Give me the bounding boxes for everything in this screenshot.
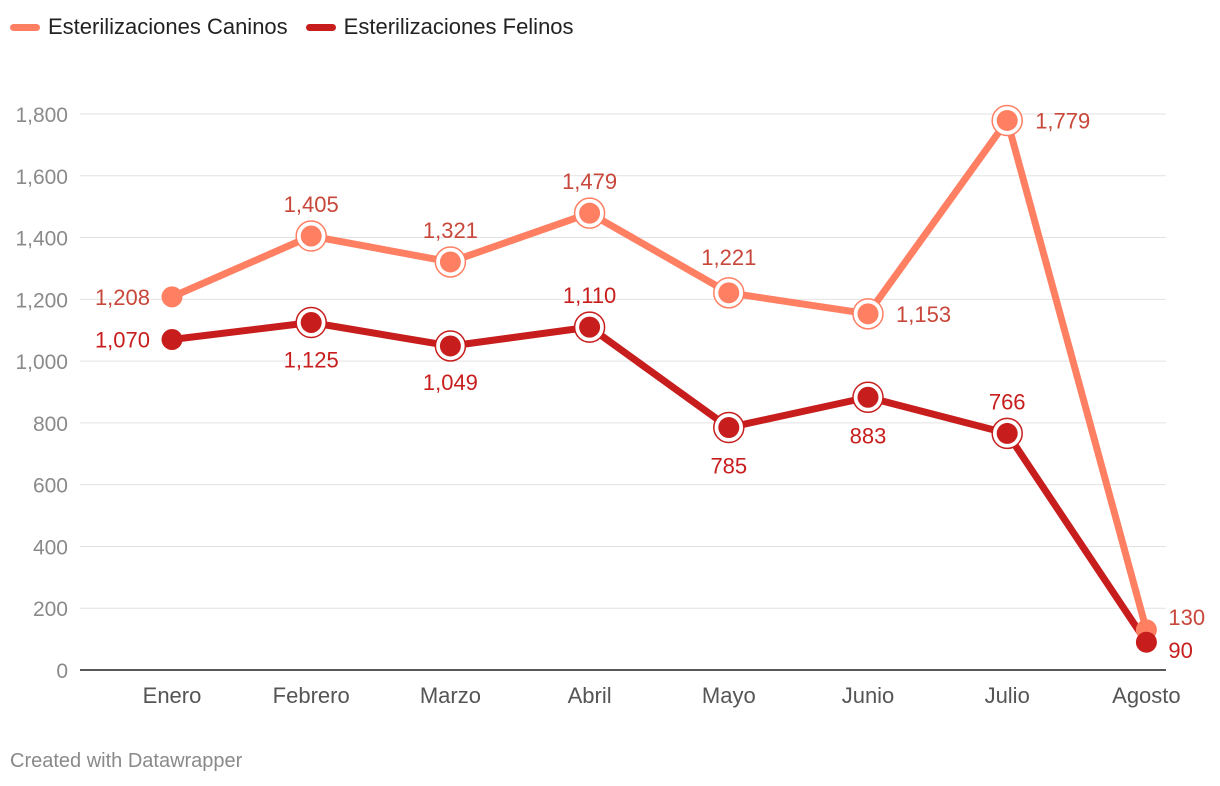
x-tick-label: Mayo bbox=[702, 683, 756, 708]
data-point-felinos bbox=[300, 312, 322, 333]
legend-swatch-caninos bbox=[10, 23, 40, 31]
legend-item-felinos: Esterilizaciones Felinos bbox=[305, 14, 574, 40]
data-point-caninos bbox=[161, 286, 183, 308]
series-line-caninos bbox=[168, 116, 1150, 634]
y-tick-label: 1,200 bbox=[15, 289, 68, 312]
data-point-felinos bbox=[579, 316, 601, 338]
data-label-felinos: 1,110 bbox=[563, 283, 616, 308]
data-label-felinos: 883 bbox=[850, 423, 887, 448]
data-label-caninos: 1,153 bbox=[896, 302, 951, 327]
data-label-caninos: 1,321 bbox=[423, 218, 478, 243]
data-point-caninos bbox=[300, 225, 322, 247]
legend: Esterilizaciones Caninos Esterilizacione… bbox=[10, 14, 592, 40]
legend-swatch-felinos bbox=[305, 23, 336, 31]
legend-item-caninos: Esterilizaciones Caninos bbox=[10, 14, 288, 40]
data-label-caninos: 1,221 bbox=[701, 245, 756, 270]
data-label-felinos: 90 bbox=[1168, 638, 1192, 663]
x-tick-label: Agosto bbox=[1112, 683, 1181, 708]
y-tick-label: 600 bbox=[33, 475, 68, 498]
data-point-felinos bbox=[996, 422, 1018, 444]
x-tick-label: Abril bbox=[568, 683, 612, 708]
legend-label-felinos: Esterilizaciones Felinos bbox=[343, 14, 574, 39]
data-label-caninos: 1,405 bbox=[284, 192, 339, 217]
data-point-felinos bbox=[161, 328, 183, 350]
data-point-caninos bbox=[718, 282, 740, 304]
footer-credit: Created with Datawrapper bbox=[10, 750, 243, 772]
x-tick-label: Enero bbox=[143, 683, 202, 708]
x-tick-label: Junio bbox=[842, 683, 895, 708]
data-point-caninos bbox=[439, 251, 461, 273]
x-tick-label: Julio bbox=[985, 683, 1030, 708]
data-point-felinos bbox=[1135, 631, 1157, 653]
legend-label-caninos: Esterilizaciones Caninos bbox=[48, 14, 288, 39]
data-point-caninos bbox=[579, 202, 601, 224]
data-label-caninos: 130 bbox=[1168, 605, 1205, 630]
y-tick-label: 800 bbox=[33, 413, 68, 436]
series-line-felinos bbox=[168, 319, 1150, 646]
y-tick-label: 1,800 bbox=[15, 104, 68, 127]
data-label-felinos: 1,049 bbox=[423, 370, 478, 395]
y-tick-label: 1,400 bbox=[15, 228, 68, 251]
data-label-felinos: 1,070 bbox=[95, 327, 150, 352]
x-tick-label: Marzo bbox=[420, 683, 481, 708]
y-tick-label: 400 bbox=[33, 536, 68, 559]
data-point-felinos bbox=[718, 417, 740, 439]
data-label-caninos: 1,479 bbox=[562, 169, 617, 194]
data-point-caninos bbox=[996, 109, 1018, 131]
data-label-caninos: 1,208 bbox=[95, 285, 150, 310]
data-label-felinos: 785 bbox=[710, 454, 747, 479]
data-label-felinos: 1,125 bbox=[284, 348, 339, 373]
x-tick-label: Febrero bbox=[273, 683, 350, 708]
data-label-caninos: 1,779 bbox=[1035, 108, 1090, 133]
y-tick-label: 200 bbox=[33, 598, 68, 621]
data-point-felinos bbox=[439, 335, 461, 357]
data-point-felinos bbox=[857, 386, 879, 408]
y-tick-label: 1,600 bbox=[15, 166, 68, 189]
y-tick-label: 1,000 bbox=[15, 351, 68, 374]
y-tick-label: 0 bbox=[56, 660, 68, 683]
data-point-caninos bbox=[857, 303, 879, 325]
data-label-felinos: 766 bbox=[989, 389, 1026, 414]
